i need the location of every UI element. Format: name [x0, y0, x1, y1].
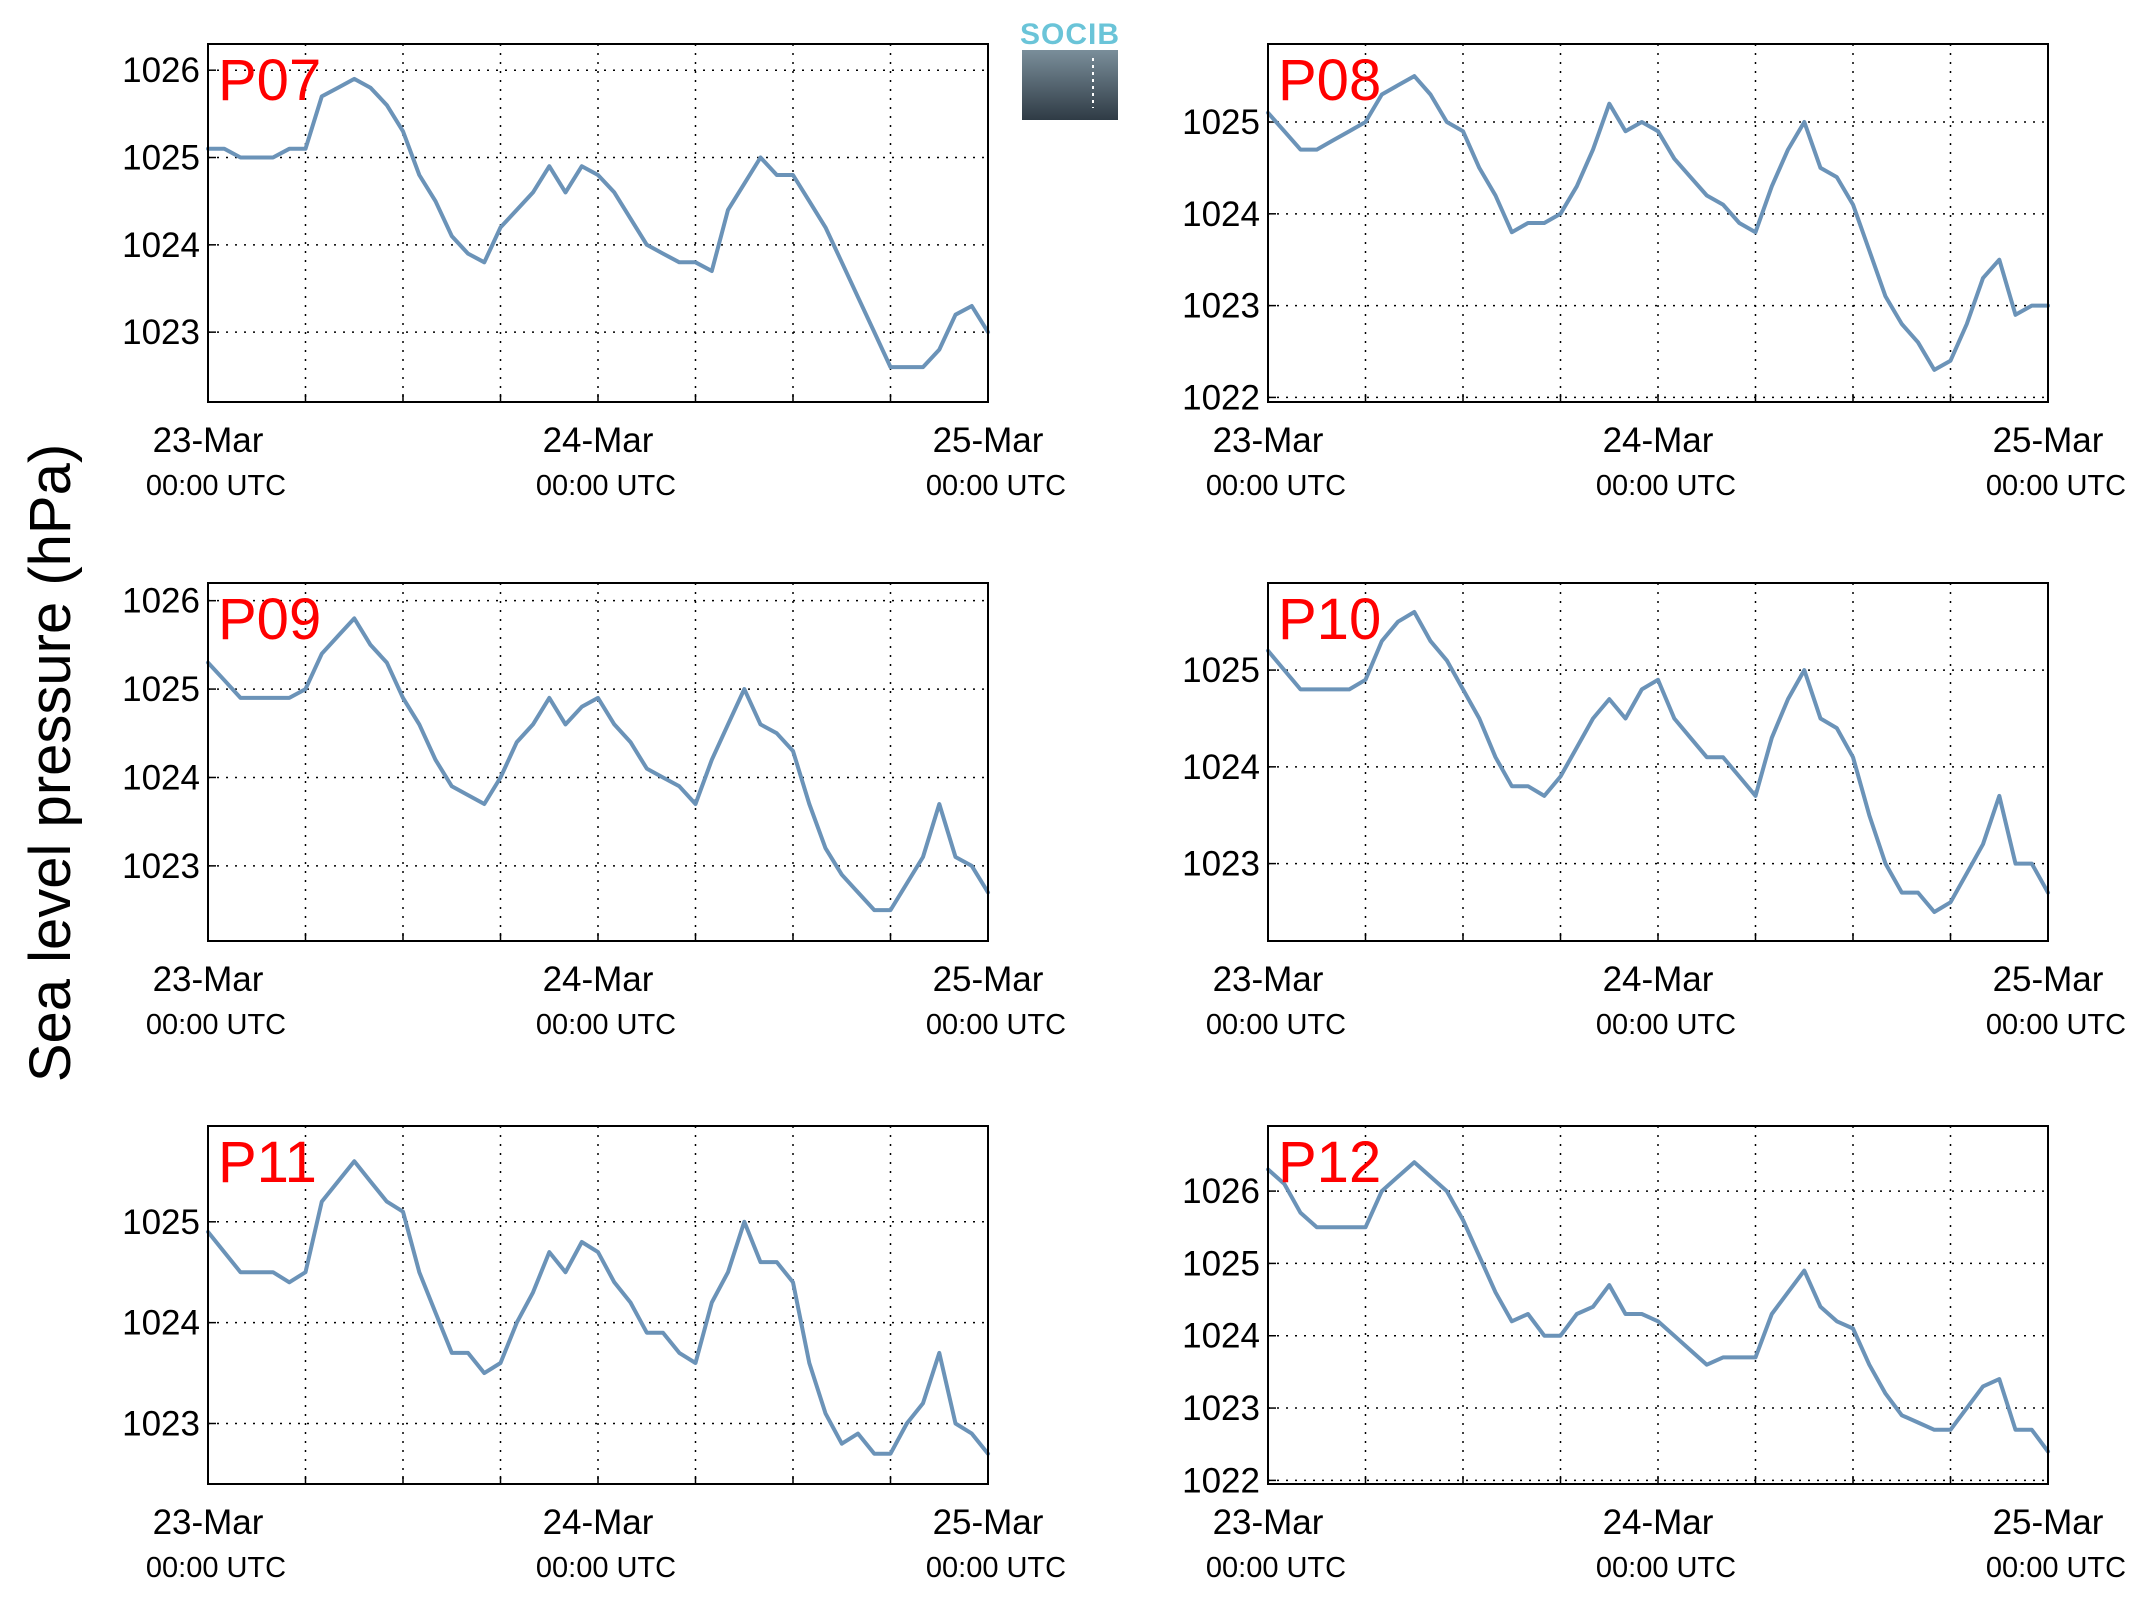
panel-p07: 1023 1024 1025 1026 P07 23-Mar 00:00 UTC 24-Mar…	[122, 43, 1066, 502]
x-tick-time-label: 00:00 UTC	[146, 1009, 286, 1041]
x-tick-date-label: 25-Mar	[933, 421, 1044, 460]
panel-label: P08	[1278, 48, 1381, 113]
x-tick-time-label: 00:00 UTC	[1596, 1009, 1736, 1041]
socib-logo: SOCIB	[1020, 18, 1120, 120]
axes-frame	[1267, 582, 2049, 942]
x-tick-date-label: 23-Mar	[1213, 1503, 1324, 1542]
y-tick-label: 1023	[122, 1404, 200, 1443]
x-tick-time-label: 00:00 UTC	[926, 1009, 1066, 1041]
y-tick-label: 1025	[1182, 103, 1260, 142]
x-tick-date-label: 23-Mar	[153, 421, 264, 460]
axes-frame	[1267, 1125, 2049, 1485]
y-tick-label: 1026	[122, 582, 200, 621]
x-tick-date-label: 23-Mar	[153, 1503, 264, 1542]
x-tick-date-label: 25-Mar	[933, 960, 1044, 999]
x-tick-date-label: 24-Mar	[543, 1503, 654, 1542]
series-line	[206, 1159, 990, 1456]
y-axis-label: Sea level pressure (hPa)	[18, 444, 83, 1082]
panel-p11: 1023 1024 1025 P11 23-Mar 00:00 UTC 24-Mar 00:0…	[122, 1125, 1066, 1584]
axes-frame	[207, 43, 989, 403]
x-tick-time-label: 00:00 UTC	[1986, 1009, 2126, 1041]
x-tick-time-label: 00:00 UTC	[1986, 470, 2126, 502]
x-tick-date-label: 25-Mar	[1993, 960, 2104, 999]
y-tick-label: 1024	[1182, 1317, 1260, 1356]
y-tick-label: 1023	[1182, 287, 1260, 326]
x-tick-time-label: 00:00 UTC	[146, 1552, 286, 1584]
panel-label: P07	[218, 48, 321, 113]
x-tick-time-label: 00:00 UTC	[1986, 1552, 2126, 1584]
y-tick-label: 1024	[122, 758, 200, 797]
panel-label: P12	[1278, 1130, 1381, 1195]
x-tick-time-label: 00:00 UTC	[536, 1009, 676, 1041]
y-tick-label: 1026	[122, 51, 200, 90]
axes-frame	[207, 1125, 989, 1485]
panel-p10: 1023 1024 1025 P10 23-Mar 00:00 UTC 24-Mar 00:0…	[1182, 582, 2126, 1041]
y-tick-label: 1025	[122, 1203, 200, 1242]
y-tick-label: 1024	[122, 226, 200, 265]
y-tick-label: 1023	[1182, 845, 1260, 884]
y-tick-label: 1022	[1182, 1461, 1260, 1500]
panel-p09: 1023 1024 1025 1026 P09 23-Mar 00:00 UTC 24-Mar…	[122, 582, 1066, 1041]
x-tick-date-label: 24-Mar	[543, 421, 654, 460]
x-tick-date-label: 23-Mar	[153, 960, 264, 999]
y-tick-label: 1025	[1182, 651, 1260, 690]
x-tick-time-label: 00:00 UTC	[1206, 470, 1346, 502]
y-tick-label: 1024	[122, 1304, 200, 1343]
y-tick-label: 1026	[1182, 1172, 1260, 1211]
x-tick-date-label: 23-Mar	[1213, 960, 1324, 999]
x-tick-time-label: 00:00 UTC	[1206, 1009, 1346, 1041]
x-tick-time-label: 00:00 UTC	[1596, 1552, 1736, 1584]
y-tick-label: 1025	[1182, 1244, 1260, 1283]
x-tick-date-label: 25-Mar	[933, 1503, 1044, 1542]
y-tick-label: 1023	[122, 313, 200, 352]
axes-frame	[207, 582, 989, 942]
x-tick-time-label: 00:00 UTC	[926, 470, 1066, 502]
x-tick-time-label: 00:00 UTC	[1206, 1552, 1346, 1584]
panel-label: P09	[218, 587, 321, 652]
socib-logo-text: SOCIB	[1020, 18, 1120, 51]
x-tick-date-label: 24-Mar	[1603, 421, 1714, 460]
x-tick-date-label: 25-Mar	[1993, 1503, 2104, 1542]
axes-frame	[1267, 43, 2049, 403]
panel-label: P11	[218, 1130, 317, 1195]
x-tick-date-label: 25-Mar	[1993, 421, 2104, 460]
y-tick-label: 1024	[1182, 195, 1260, 234]
panel-label: P10	[1278, 587, 1381, 652]
series-line	[206, 76, 990, 370]
series-line	[1266, 610, 2050, 914]
x-tick-date-label: 24-Mar	[543, 960, 654, 999]
x-tick-date-label: 23-Mar	[1213, 421, 1324, 460]
y-tick-label: 1023	[1182, 1389, 1260, 1428]
x-tick-time-label: 00:00 UTC	[926, 1552, 1066, 1584]
x-tick-date-label: 24-Mar	[1603, 1503, 1714, 1542]
panel-p08: 1022 1023 1024 1025 P08 23-Mar 00:00 UTC 24-Mar…	[1182, 43, 2126, 502]
y-tick-label: 1025	[122, 670, 200, 709]
x-tick-time-label: 00:00 UTC	[536, 470, 676, 502]
y-tick-label: 1022	[1182, 378, 1260, 417]
y-tick-label: 1025	[122, 139, 200, 178]
panel-p12: 1022 1023 1024 1025 1026 P12 23-Mar 00:00 UTC 24…	[1182, 1125, 2126, 1584]
x-tick-time-label: 00:00 UTC	[1596, 470, 1736, 502]
y-tick-label: 1024	[1182, 748, 1260, 787]
x-tick-time-label: 00:00 UTC	[146, 470, 286, 502]
series-line	[1266, 1160, 2050, 1454]
series-line	[206, 616, 990, 913]
x-tick-time-label: 00:00 UTC	[536, 1552, 676, 1584]
x-tick-date-label: 24-Mar	[1603, 960, 1714, 999]
socib-logo-wave	[1022, 50, 1118, 120]
y-tick-label: 1023	[122, 847, 200, 886]
series-line	[1266, 74, 2050, 372]
